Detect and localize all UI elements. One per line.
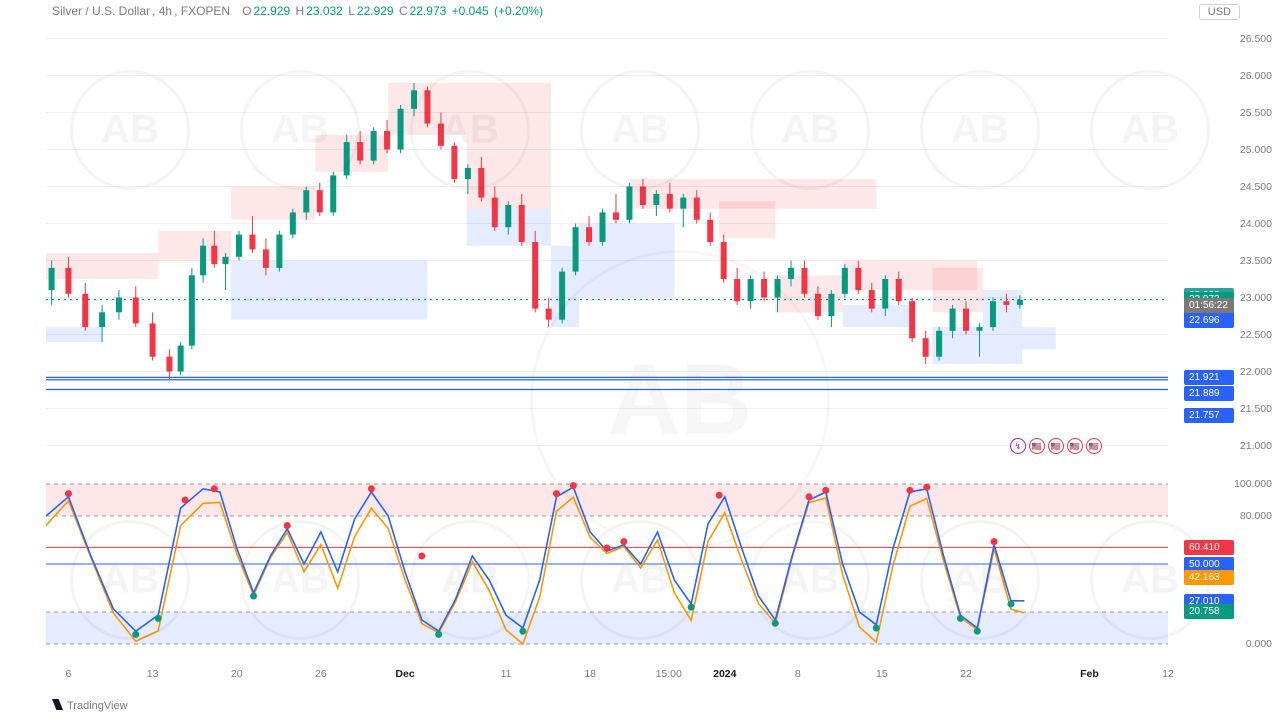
price-tag: 22.696: [1184, 313, 1234, 328]
x-tick: 20: [231, 668, 243, 680]
y-tick: 26.500: [1240, 33, 1272, 45]
ohlc-h: 23.032: [306, 4, 343, 18]
oscillator-tag: 42.163: [1184, 570, 1234, 585]
event-icon[interactable]: 🇺🇸: [1086, 438, 1102, 454]
y-tick: 22.000: [1240, 366, 1272, 378]
tradingview-logo-icon: [52, 699, 63, 710]
event-icons[interactable]: ↯🇺🇸🇺🇸🇺🇸🇺🇸: [1010, 438, 1102, 454]
y-tick: 21.000: [1240, 440, 1272, 452]
event-icon[interactable]: 🇺🇸: [1067, 438, 1083, 454]
exchange: FXOPEN: [181, 4, 230, 18]
y-tick: 26.000: [1240, 70, 1272, 82]
y-tick: 24.500: [1240, 181, 1272, 193]
chart-header: Silver / U.S. Dollar, 4h, FXOPEN O22.929…: [52, 4, 545, 18]
ohlc-chg: +0.045: [452, 4, 489, 18]
y-tick: 23.000: [1240, 292, 1272, 304]
x-tick: 15:00: [656, 668, 682, 680]
y-tick: 21.500: [1240, 403, 1272, 415]
oscillator-tag: 60.410: [1184, 540, 1234, 555]
price-panel[interactable]: [46, 20, 1168, 464]
x-tick: 12: [1162, 668, 1174, 680]
ohlc-o-label: O: [242, 4, 251, 18]
y-tick: 80.000: [1240, 510, 1272, 522]
x-tick: 26: [315, 668, 327, 680]
x-tick: 22: [960, 668, 972, 680]
price-tag: 01:56:22: [1184, 298, 1234, 313]
x-tick: 18: [584, 668, 596, 680]
y-tick: 25.500: [1240, 107, 1272, 119]
x-tick: 6: [66, 668, 72, 680]
price-tag: 21.889: [1184, 386, 1234, 401]
oscillator-panel[interactable]: [46, 476, 1168, 652]
chart-area[interactable]: [46, 0, 1168, 660]
oscillator-tag: 20.758: [1184, 604, 1234, 619]
x-tick: Dec: [395, 668, 414, 680]
y-tick: 24.000: [1240, 218, 1272, 230]
ohlc-h-label: H: [295, 4, 304, 18]
x-tick: 11: [501, 668, 512, 680]
x-tick: 2024: [713, 668, 736, 680]
symbol-name[interactable]: Silver / U.S. Dollar: [52, 4, 150, 18]
price-tag: 21.757: [1184, 408, 1234, 423]
price-chart-svg[interactable]: [46, 20, 1168, 464]
y-tick: 100.000: [1234, 478, 1272, 490]
ohlc-c: 22.973: [410, 4, 447, 18]
ohlc-l: 22.929: [357, 4, 394, 18]
price-tag: 21.921: [1184, 370, 1234, 385]
y-tick: 23.500: [1240, 255, 1272, 267]
event-icon[interactable]: ↯: [1010, 438, 1026, 454]
oscillator-chart-svg[interactable]: [46, 476, 1168, 652]
ohlc-o: 22.929: [253, 4, 290, 18]
time-x-axis[interactable]: 6132026Dec111815:00202481522Feb12: [46, 668, 1168, 684]
currency-badge[interactable]: USD: [1199, 4, 1240, 20]
ohlc-c-label: C: [399, 4, 408, 18]
x-tick: Feb: [1080, 668, 1099, 680]
ohlc-chg-pct: (+0.20%): [494, 4, 543, 18]
x-tick: 15: [876, 668, 888, 680]
y-tick: 25.000: [1240, 144, 1272, 156]
y-tick: 22.500: [1240, 329, 1272, 341]
event-icon[interactable]: 🇺🇸: [1029, 438, 1045, 454]
y-tick: 0.000: [1246, 638, 1272, 650]
event-icon[interactable]: 🇺🇸: [1048, 438, 1064, 454]
interval[interactable]: 4h: [159, 4, 172, 18]
x-tick: 8: [795, 668, 801, 680]
x-tick: 13: [147, 668, 159, 680]
ohlc-l-label: L: [348, 4, 355, 18]
attribution: TradingView: [52, 699, 128, 712]
